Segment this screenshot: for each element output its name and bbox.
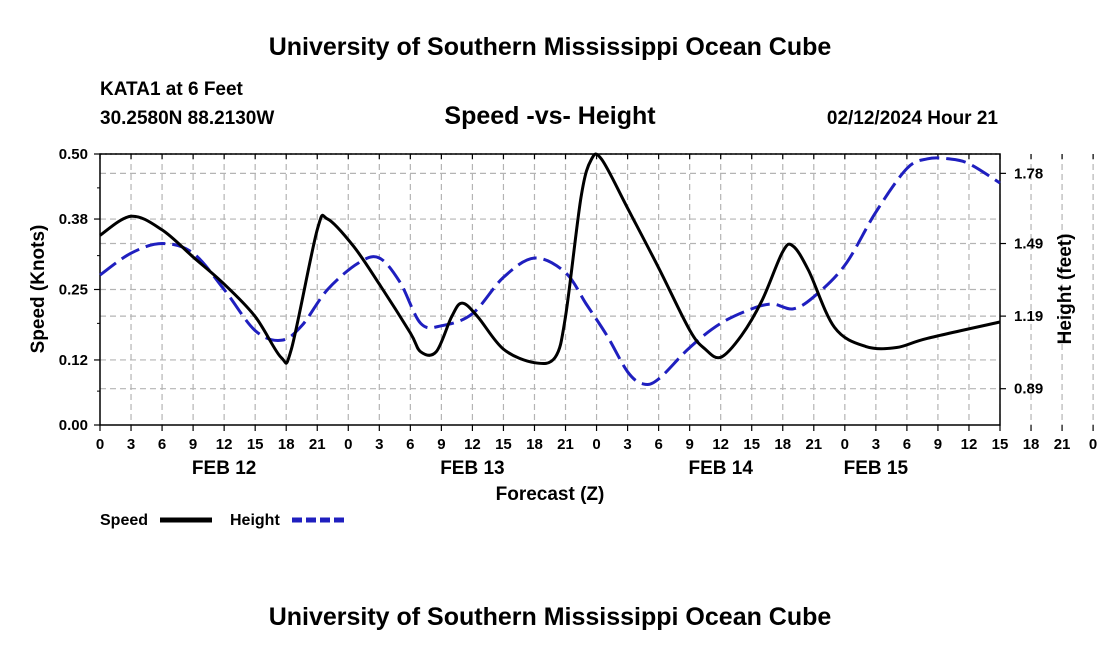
x-tick-label: 21	[557, 436, 574, 453]
x-tick-label: 18	[1023, 436, 1040, 453]
x-tick-label: 9	[189, 436, 197, 453]
x-tick-label: 12	[712, 436, 729, 453]
footer-title: University of Southern Mississippi Ocean…	[269, 603, 832, 631]
y-axis-label: Speed (Knots)	[28, 225, 49, 354]
x-date-label: FEB 14	[688, 458, 753, 479]
y2-tick-label: 0.89	[1014, 381, 1043, 398]
x-tick-label: 21	[1054, 436, 1071, 453]
x-tick-label: 9	[685, 436, 693, 453]
chart-title: Speed -vs- Height	[444, 102, 656, 130]
x-tick-label: 6	[654, 436, 662, 453]
x-tick-label: 3	[375, 436, 383, 453]
x-axis-label: Forecast (Z)	[496, 484, 605, 505]
y-tick-label: 0.00	[59, 417, 88, 434]
x-tick-label: 12	[961, 436, 978, 453]
x-tick-label: 12	[216, 436, 233, 453]
left-axis: 0.00 0.12 0.25 0.38 0.50	[59, 146, 100, 434]
x-tick-label: 6	[406, 436, 414, 453]
x-tick-label: 0	[1089, 436, 1097, 453]
x-tick-label: 6	[903, 436, 911, 453]
x-tick-label: 18	[774, 436, 791, 453]
forecast-datetime: 02/12/2024 Hour 21	[827, 108, 999, 129]
x-tick-label: 0	[96, 436, 104, 453]
x-tick-label: 12	[464, 436, 481, 453]
x-tick-label: 9	[437, 436, 445, 453]
x-date-label: FEB 12	[192, 458, 256, 479]
x-tick-label: 0	[841, 436, 849, 453]
x-tick-label: 0	[592, 436, 600, 453]
x-tick-label: 3	[872, 436, 880, 453]
series-line-height	[99, 156, 1001, 386]
right-axis: 0.89 1.19 1.49 1.78	[1000, 165, 1043, 398]
x-tick-label: 15	[247, 436, 264, 453]
x-date-label: FEB 15	[844, 458, 909, 479]
x-axis: 0 3 6 9 12 15 18 21 0 3 6 9 12 15 18 21 0 3 6 9 12 15 18 21 0 3 6 9…	[96, 154, 1097, 479]
legend: Speed Height	[100, 512, 344, 529]
x-tick-label: 3	[623, 436, 631, 453]
grid-lines	[100, 154, 1094, 425]
x-tick-label: 15	[992, 436, 1009, 453]
legend-height-label: Height	[230, 512, 280, 529]
y-tick-label: 0.12	[59, 352, 88, 369]
x-tick-label: 3	[127, 436, 135, 453]
y2-tick-label: 1.49	[1014, 236, 1043, 253]
x-tick-label: 6	[158, 436, 166, 453]
x-tick-label: 21	[309, 436, 326, 453]
y-tick-label: 0.25	[59, 282, 88, 299]
x-tick-label: 18	[278, 436, 295, 453]
x-tick-label: 0	[344, 436, 352, 453]
series-line-speed	[99, 152, 1001, 366]
y2-axis-label: Height (feet)	[1055, 234, 1076, 345]
y-tick-label: 0.38	[59, 211, 88, 228]
x-date-label: FEB 13	[440, 458, 504, 479]
y2-tick-label: 1.78	[1014, 165, 1043, 182]
series-layer	[99, 152, 1001, 386]
main-title: University of Southern Mississippi Ocean…	[269, 33, 832, 61]
legend-speed-label: Speed	[100, 512, 148, 529]
station-coords: 30.2580N 88.2130W	[100, 108, 274, 129]
x-tick-label: 15	[495, 436, 512, 453]
x-tick-label: 15	[743, 436, 760, 453]
y2-tick-label: 1.19	[1014, 308, 1043, 325]
x-tick-label: 21	[805, 436, 822, 453]
x-tick-label: 18	[526, 436, 543, 453]
y-tick-label: 0.50	[59, 146, 88, 163]
station-label: KATA1 at 6 Feet	[100, 79, 244, 100]
x-tick-label: 9	[934, 436, 942, 453]
